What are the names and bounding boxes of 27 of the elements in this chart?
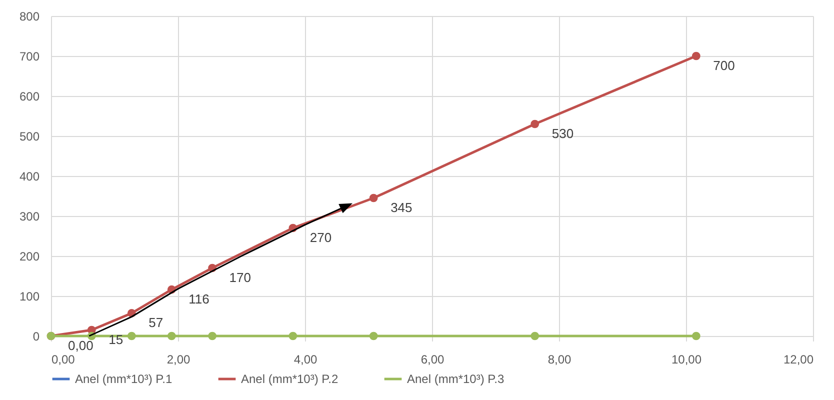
y-tick-label: 600: [19, 90, 40, 104]
data-label: 116: [188, 292, 210, 307]
x-tick-label: 6,00: [420, 352, 444, 366]
legend-label: Anel (mm*10³) P.2: [241, 372, 338, 386]
data-label: 170: [229, 270, 251, 285]
x-tick-label: 8,00: [548, 352, 572, 366]
legend-label: Anel (mm*10³) P.3: [407, 372, 504, 386]
data-label: 345: [390, 200, 412, 215]
data-label: 530: [552, 126, 574, 141]
x-tick-label: 12,00: [783, 352, 814, 366]
y-tick-label: 400: [19, 170, 40, 184]
y-tick-label: 0: [32, 330, 40, 344]
x-tick-label: 0,00: [52, 352, 76, 366]
data-label: 0,00: [68, 338, 94, 353]
y-tick-label: 700: [19, 50, 40, 64]
y-tick-label: 200: [19, 250, 40, 264]
x-tick-label: 2,00: [166, 352, 190, 366]
data-label: 270: [310, 230, 332, 245]
y-tick-label: 100: [19, 290, 40, 304]
y-tick-label: 300: [19, 210, 40, 224]
x-tick-label: 4,00: [294, 352, 318, 366]
y-tick-label: 500: [19, 130, 40, 144]
data-label: 57: [148, 315, 164, 330]
legend-label: Anel (mm*10³) P.1: [75, 372, 172, 386]
x-tick-label: 10,00: [671, 352, 702, 366]
y-tick-label: 800: [19, 10, 40, 24]
data-label: 700: [713, 58, 735, 73]
